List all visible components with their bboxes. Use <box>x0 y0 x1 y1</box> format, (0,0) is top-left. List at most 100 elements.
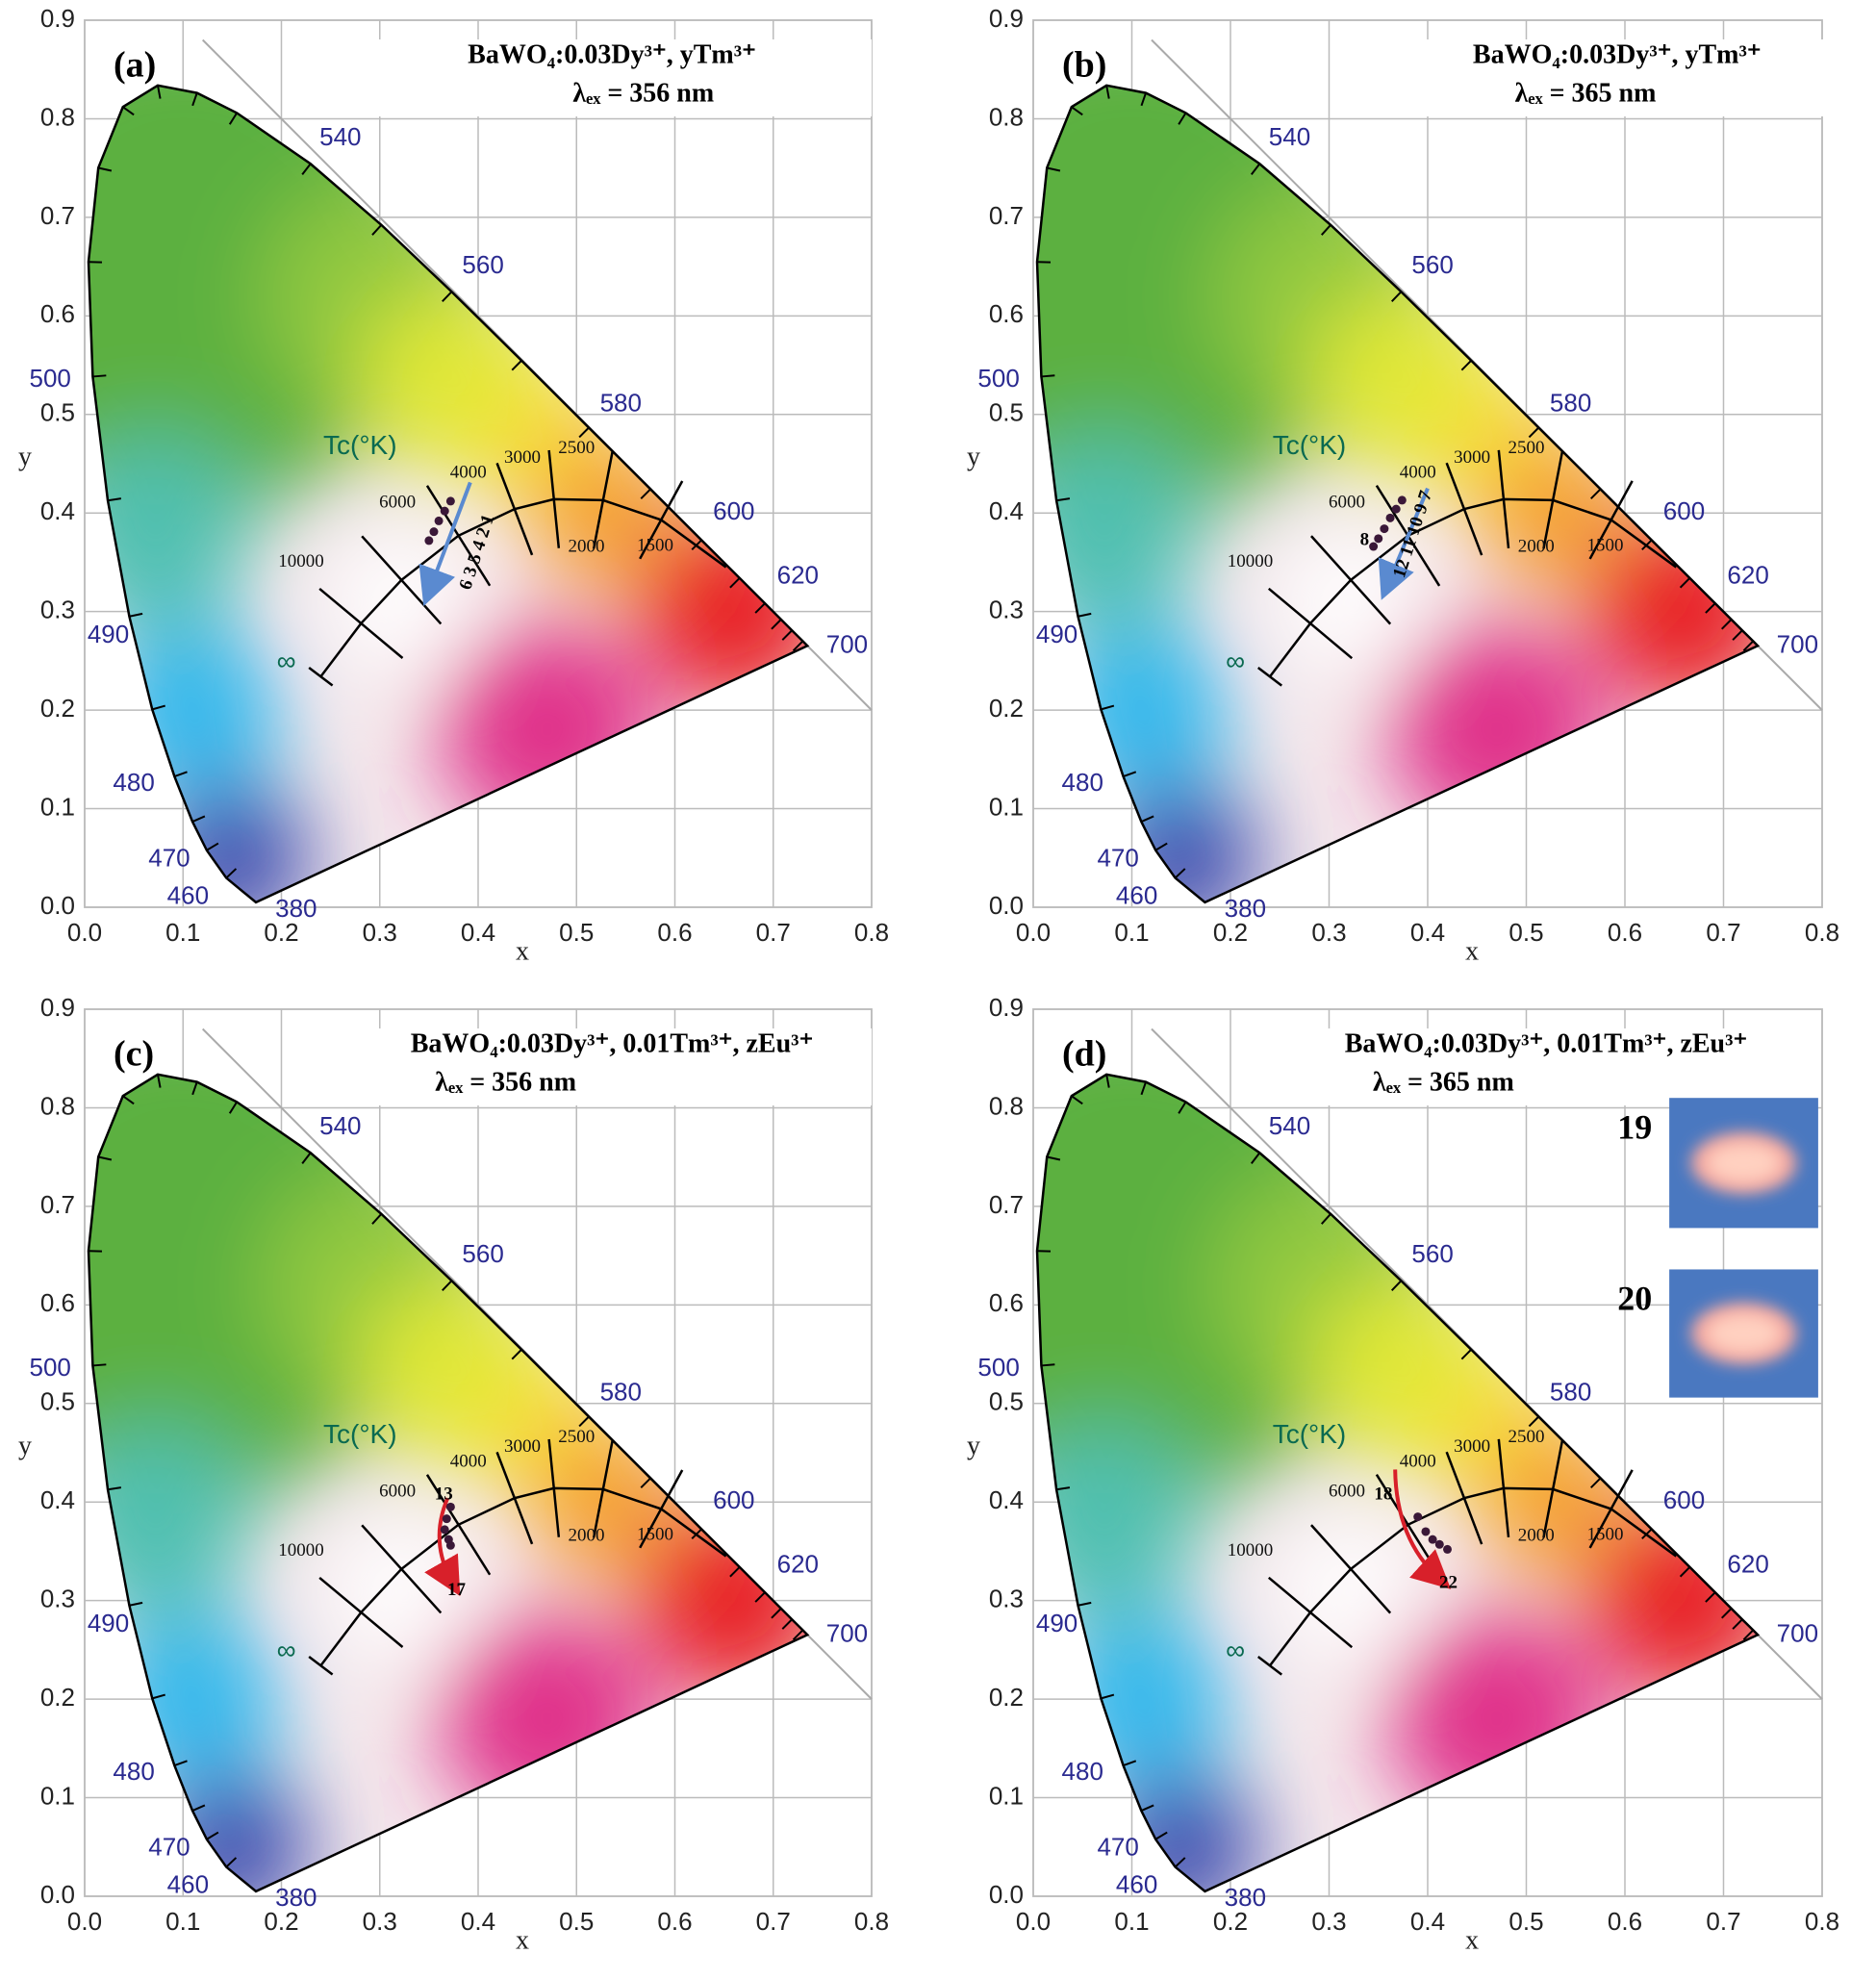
x-tick-label: 0.1 <box>165 918 200 947</box>
trend-arrow <box>1393 1469 1452 1589</box>
cct-label: 4000 <box>450 1452 487 1472</box>
y-tick-label: 0.5 <box>989 1387 1024 1416</box>
wavelength-label: 490 <box>88 620 129 648</box>
y-tick-label: 0.8 <box>40 102 75 131</box>
x-tick-label: 0.0 <box>1016 1907 1051 1936</box>
y-tick-label: 0.6 <box>40 299 75 328</box>
gamut-colors <box>88 1074 808 1891</box>
data-point <box>1391 504 1401 514</box>
x-tick-label: 0.2 <box>264 1907 298 1936</box>
cct-label: 3000 <box>504 447 541 468</box>
y-tick-label: 0.9 <box>989 993 1024 1022</box>
data-point <box>440 1525 449 1535</box>
locus-tick <box>1460 360 1472 371</box>
x-tick-label: 0.0 <box>67 918 102 947</box>
locus-tick <box>1705 602 1716 614</box>
y-tick-label: 0.7 <box>40 1190 75 1219</box>
data-point <box>445 1540 455 1550</box>
y-tick-label: 0.0 <box>989 891 1024 920</box>
isotherm <box>547 449 561 548</box>
locus-tick <box>511 1349 522 1360</box>
x-tick-label: 0.6 <box>1608 1907 1642 1936</box>
data-point <box>1413 1512 1423 1522</box>
x-axis-label: x <box>516 936 529 966</box>
isotherm <box>318 1576 404 1648</box>
locus-tick <box>1071 1095 1083 1105</box>
isotherm <box>1267 587 1354 660</box>
locus-tick <box>1055 497 1071 502</box>
inset-sample-core <box>1707 1143 1781 1182</box>
locus-tick <box>792 1629 804 1641</box>
locus-tick <box>1140 1804 1154 1812</box>
cct-label: 3000 <box>504 1436 541 1457</box>
locus-tick <box>1123 1760 1137 1766</box>
locus-tick <box>1721 1608 1733 1619</box>
cct-label: 1500 <box>1587 1524 1624 1544</box>
cct-label: 2000 <box>1518 536 1555 556</box>
data-point <box>442 1514 451 1524</box>
locus-tick <box>1140 815 1154 823</box>
cct-label: 6000 <box>379 492 416 512</box>
wavelength-label: 470 <box>148 1833 190 1862</box>
title: BaWO₄:0.03Dy³⁺, 0.01Tm³⁺, zEu³⁺ <box>411 1028 814 1058</box>
x-tick-label: 0.0 <box>1016 918 1051 947</box>
y-tick-label: 0.3 <box>989 596 1024 624</box>
locus-tick <box>1101 1693 1115 1700</box>
wavelength-label: 600 <box>713 496 754 525</box>
trend-arrow <box>418 481 472 607</box>
y-tick-label: 0.8 <box>40 1091 75 1120</box>
wavelength-label: 700 <box>826 1618 868 1647</box>
cct-title: Tc(°K) <box>323 1419 397 1449</box>
wavelength-label: 460 <box>1116 881 1157 910</box>
isotherm <box>308 1656 334 1676</box>
x-tick-label: 0.6 <box>657 918 692 947</box>
y-axis-label: y <box>18 1431 32 1460</box>
locus-tick <box>371 224 383 236</box>
locus-tick <box>1047 1155 1061 1161</box>
locus-tick <box>1589 488 1602 500</box>
isotherm <box>361 1524 443 1614</box>
locus-tick <box>1174 868 1186 879</box>
title-background <box>352 39 873 116</box>
locus-tick <box>228 112 239 125</box>
y-axis-label: y <box>967 442 980 471</box>
locus-tick <box>225 868 238 879</box>
isotherm <box>308 667 334 687</box>
y-tick-label: 0.6 <box>40 1288 75 1317</box>
isotherm <box>361 535 443 625</box>
y-tick-label: 0.0 <box>40 891 75 920</box>
wavelength-label: 620 <box>1727 1550 1768 1579</box>
color-blob <box>330 532 469 671</box>
subtitle: λₑₓ = 365 nm <box>1515 78 1657 108</box>
cct-label: 1500 <box>1587 535 1624 555</box>
wavelength-label: 540 <box>1269 122 1310 151</box>
isotherm <box>592 1440 614 1538</box>
x-axis-label: x <box>1465 936 1479 966</box>
x-tick-label: 0.7 <box>1706 918 1740 947</box>
isotherm <box>495 462 534 556</box>
locus-tick <box>754 1591 766 1603</box>
locus-tick <box>1528 1415 1540 1428</box>
title: BaWO₄:0.03Dy³⁺, yTm³⁺ <box>468 39 756 69</box>
wavelength-label: 500 <box>977 1353 1019 1382</box>
locus-tick <box>1105 85 1110 99</box>
data-point <box>1374 534 1383 544</box>
wavelength-label: 560 <box>1411 1239 1453 1268</box>
y-tick-label: 0.8 <box>989 102 1024 131</box>
wavelength-label: 700 <box>1777 629 1818 658</box>
cct-label: 10000 <box>1228 1540 1274 1560</box>
x-tick-label: 0.8 <box>854 1907 889 1936</box>
y-tick-label: 0.4 <box>40 496 75 525</box>
x-tick-label: 0.3 <box>1311 918 1346 947</box>
y-tick-label: 0.1 <box>989 792 1024 821</box>
x-tick-label: 0.5 <box>1508 918 1543 947</box>
title-background <box>1286 1028 1806 1105</box>
locus-tick <box>1321 224 1331 236</box>
locus-tick <box>1154 842 1168 851</box>
panel: 10000 6000 4000 3000 2500 2000 1500 ∞ Tc(°K) 540 5… <box>967 993 1839 1956</box>
locus-tick <box>151 1693 165 1700</box>
wavelength-label: 460 <box>167 1870 209 1899</box>
point-label: 22 <box>1439 1573 1458 1593</box>
panel-label: (b) <box>1062 45 1106 86</box>
